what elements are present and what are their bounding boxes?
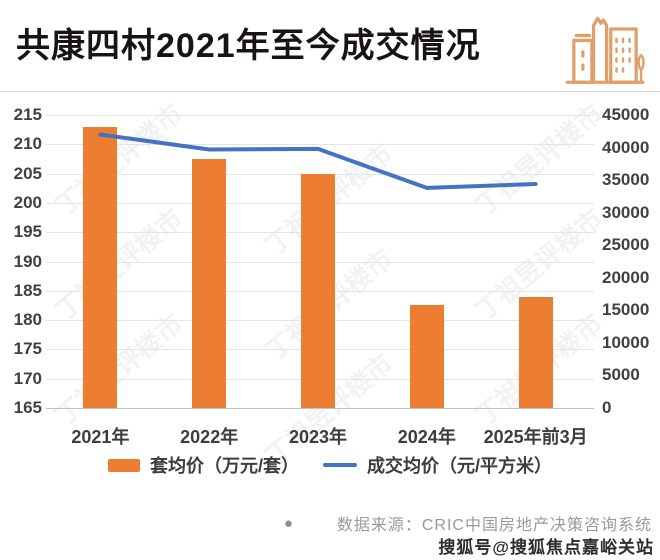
background-watermark-tile: 丁祖昱评楼市 [49, 308, 189, 432]
buildings-icon [565, 16, 645, 84]
right-axis-tick: 45000 [602, 105, 650, 124]
right-axis-tick: 30000 [602, 202, 650, 222]
x-axis-label: 2025年前3月 [483, 427, 588, 447]
x-axis-label: 2023年 [288, 427, 348, 447]
right-axis-tick: 15000 [602, 300, 650, 320]
chart-legend: 套均价（万元/套） 成交均价（元/平方米） [0, 452, 660, 478]
legend-item-bar-series: 套均价（万元/套） [107, 452, 299, 478]
right-axis-tick: 40000 [602, 137, 650, 157]
gridline [46, 115, 594, 116]
bar-2025年前3月 [518, 296, 553, 408]
left-axis-tick: 185 [13, 280, 42, 300]
left-axis-tick: 170 [13, 368, 42, 388]
left-axis-tick: 200 [13, 192, 42, 212]
right-axis-tick: 5000 [602, 365, 640, 385]
bar-series-swatch [107, 458, 140, 472]
gridline [46, 144, 594, 146]
line-series-swatch [323, 463, 357, 467]
bar-2021年 [83, 126, 118, 408]
page-title: 共康四村2021年至今成交情况 [16, 27, 481, 65]
right-axis-tick: 0 [602, 398, 612, 417]
x-axis-label: 2024年 [397, 427, 456, 447]
gridline [46, 408, 594, 409]
header-divider [0, 91, 660, 92]
bar-series-label: 套均价（万元/套） [149, 456, 299, 476]
right-axis-tick: 10000 [602, 332, 650, 352]
bar-2022年 [192, 158, 227, 408]
left-axis-tick: 175 [13, 339, 42, 359]
sohu-watermark: 搜狐号@搜狐焦点嘉峪关站 [438, 538, 654, 557]
left-axis-tick: 190 [13, 251, 42, 271]
left-axis-tick: 210 [13, 134, 42, 154]
left-axis-tick: 180 [13, 310, 42, 330]
bar-2023年 [301, 173, 335, 408]
data-source-text: 数据来源：CRIC中国房地产决策咨询系统 [336, 517, 652, 534]
left-axis-tick: 195 [13, 222, 42, 242]
x-axis-label: 2021年 [71, 427, 130, 447]
right-axis-tick: 20000 [602, 267, 650, 287]
right-axis-tick: 25000 [602, 235, 650, 255]
bar-2024年 [409, 305, 444, 408]
data-source-row: ● 数据来源：CRIC中国房地产决策咨询系统 [284, 511, 652, 535]
line-series-label: 成交均价（元/平方米） [367, 456, 552, 476]
legend-item-line-series: 成交均价（元/平方米） [323, 452, 552, 478]
bullet-icon: ● [283, 514, 293, 532]
right-axis-tick: 35000 [602, 170, 650, 190]
x-axis-label: 2022年 [180, 427, 239, 447]
background-watermark-tile: 丁祖昱评楼市 [49, 203, 189, 327]
left-axis-tick: 205 [13, 163, 42, 183]
left-axis-tick: 215 [13, 105, 42, 124]
left-axis-tick: 165 [13, 398, 42, 417]
